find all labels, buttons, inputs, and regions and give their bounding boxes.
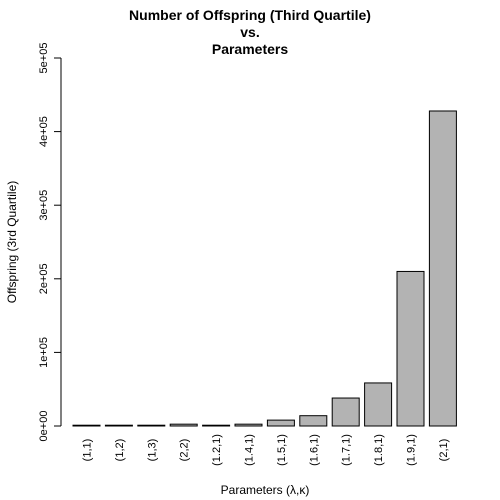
x-axis-tick-labels: (1,1) (1,2) (1,3) (2,2) (1.2,1) (1.4,1) (1.5,1… [82,434,450,466]
y-axis-ticks: 0e+00 1e+05 2e+05 3e+05 4e+05 5e+05 [38,43,61,442]
bar [72,424,101,427]
y-tick-label: 0e+00 [38,411,50,442]
bar [169,423,198,427]
x-tick-label: (1.7,1) [341,434,353,466]
y-tick-label: 2e+05 [38,263,50,294]
bars-group [72,110,457,427]
x-tick-label: (1.4,1) [244,434,256,466]
x-tick-label: (2,2) [179,439,191,462]
x-tick-label: (1.8,1) [373,434,385,466]
chart-title-line-3: Parameters [212,41,288,57]
chart-title: Number of Offspring (Third Quartile) [129,7,371,23]
x-tick-label: (1.9,1) [406,434,418,466]
x-tick-label: (1.6,1) [308,434,320,466]
x-tick-label: (1.2,1) [211,434,223,466]
bar [331,397,360,427]
x-tick-label: (1,2) [114,439,126,462]
x-tick-label: (1,3) [146,439,158,462]
x-tick-label: (1.5,1) [276,434,288,466]
y-tick-label: 1e+05 [38,337,50,368]
x-tick-label: (1,1) [82,439,94,462]
x-axis-label: Parameters (λ,κ) [221,483,310,497]
bar [137,424,166,427]
chart-title-line-2: vs. [240,24,259,40]
bar [234,423,263,427]
y-tick-label: 5e+05 [38,43,50,74]
bar [104,424,133,427]
bar [299,415,328,427]
x-tick-label: (2,1) [438,439,450,462]
y-tick-label: 4e+05 [38,116,50,147]
y-tick-label: 3e+05 [38,190,50,221]
bar [266,419,295,427]
bar [396,270,425,427]
bar [364,382,393,427]
y-axis-label: Offspring (3rd Quartile) [5,181,19,304]
bar [428,110,457,427]
bar [202,424,231,427]
